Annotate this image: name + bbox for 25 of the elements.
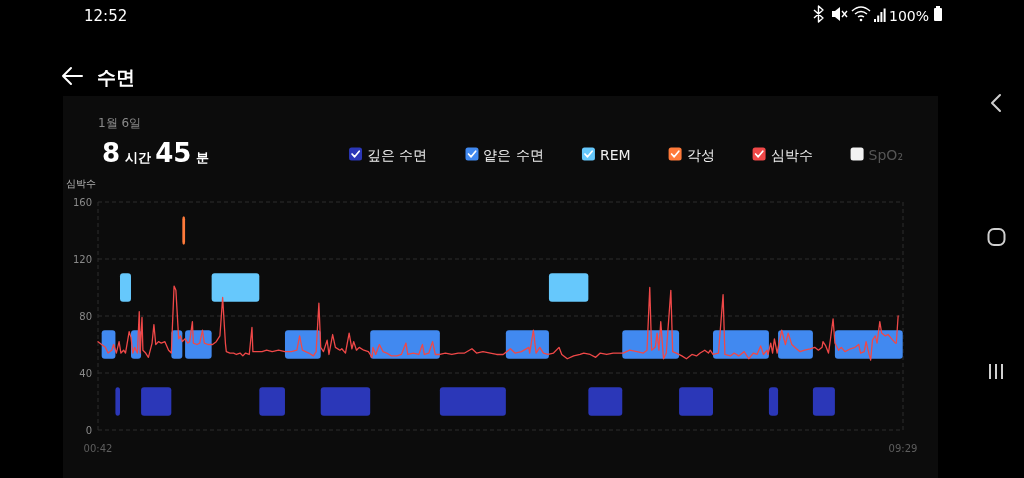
legend-label: REM [599,146,631,163]
legend-item: REM [581,146,631,163]
legend-label: 심박수 [770,146,813,163]
legend-item: SpO₂ [850,146,903,163]
y-tick-label: 0 [85,424,92,436]
x-tick-label: 09:29 [888,443,918,454]
y-tick-label: 120 [72,253,92,265]
legend-label: 얕은 수면 [483,146,544,163]
x-tick-label: 00:42 [83,443,113,454]
title: 수면 [97,66,135,88]
y-tick-label: 40 [79,367,92,379]
y-tick-label: 80 [79,310,92,322]
legend-item: 각성 [668,146,715,163]
annotation: 1월 6일 [98,116,142,130]
legend-label: SpO₂ [868,146,903,163]
legend-label: 각성 [686,146,715,163]
legend-label: 깊은 수면 [367,146,428,163]
legend-item: 얕은 수면 [465,146,544,163]
y-tick-label: 160 [72,196,92,208]
annotation: 12:52 [84,7,128,25]
subtitle: 8 시간 45 분 [102,138,209,168]
legend-item: 심박수 [752,146,813,163]
legend-item: 깊은 수면 [349,146,428,163]
annotation: 100% [888,8,929,24]
ylabel: 심박수 [66,178,96,189]
